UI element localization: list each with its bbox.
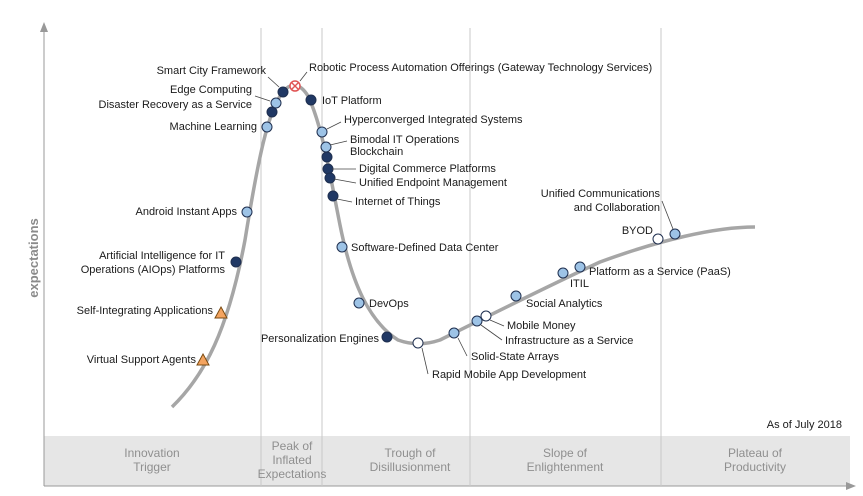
label-devops: DevOps bbox=[369, 298, 409, 310]
leader-line bbox=[457, 337, 468, 357]
label-iot-platform: IoT Platform bbox=[322, 95, 382, 107]
marker-edge-computing bbox=[270, 97, 282, 109]
marker-infrastructure-as-a-service bbox=[471, 315, 483, 327]
y-axis-arrow bbox=[40, 22, 48, 32]
label-byod: BYOD bbox=[622, 225, 653, 237]
marker-software-defined-data-center bbox=[336, 241, 348, 253]
leader-line bbox=[480, 324, 503, 341]
label-android-instant-apps: Android Instant Apps bbox=[135, 206, 237, 218]
phase-label: Innovation Trigger bbox=[124, 446, 179, 474]
marker-devops bbox=[353, 297, 365, 309]
label-platform-as-a-service-paas: Platform as a Service (PaaS) bbox=[589, 266, 731, 278]
marker-artificial-intelligence-for-it-operations-aiops-platforms bbox=[230, 256, 242, 268]
marker-blockchain bbox=[321, 151, 333, 163]
label-edge-computing: Edge Computing bbox=[170, 84, 252, 96]
label-robotic-process-automation-offerings-gateway-technology-services: Robotic Process Automation Offerings (Ga… bbox=[309, 62, 652, 74]
label-mobile-money: Mobile Money bbox=[507, 320, 576, 332]
label-unified-communications-and-collaboration: Unified Communications and Collaboration bbox=[541, 188, 661, 214]
leader-line bbox=[254, 95, 271, 102]
label-machine-learning: Machine Learning bbox=[170, 121, 257, 133]
x-axis-arrow bbox=[846, 482, 856, 490]
marker-digital-commerce-platforms bbox=[322, 163, 334, 175]
phase-label: Peak of Inflated Expectations bbox=[258, 439, 327, 481]
marker-unified-endpoint-management bbox=[324, 172, 336, 184]
label-personalization-engines: Personalization Engines bbox=[261, 333, 380, 345]
label-self-integrating-applications: Self-Integrating Applications bbox=[77, 305, 214, 317]
label-solid-state-arrays: Solid-State Arrays bbox=[471, 351, 560, 363]
marker-solid-state-arrays bbox=[448, 327, 460, 339]
marker-bimodal-it-operations bbox=[320, 141, 332, 153]
label-smart-city-framework: Smart City Framework bbox=[157, 65, 267, 77]
marker-social-analytics bbox=[510, 290, 522, 302]
leader-line bbox=[661, 200, 674, 230]
label-itil: ITIL bbox=[570, 278, 589, 290]
leader-line bbox=[489, 319, 505, 327]
phase-label: Slope of Enlightenment bbox=[527, 446, 604, 474]
marker-itil bbox=[557, 267, 569, 279]
phase-label: Trough of Disillusionment bbox=[370, 446, 451, 474]
phase-label: Plateau of Productivity bbox=[724, 446, 786, 474]
marker-self-integrating-applications bbox=[214, 305, 228, 319]
label-software-defined-data-center: Software-Defined Data Center bbox=[351, 242, 499, 254]
marker-byod bbox=[652, 233, 664, 245]
label-social-analytics: Social Analytics bbox=[526, 298, 603, 310]
leader-line bbox=[329, 140, 348, 146]
label-unified-endpoint-management: Unified Endpoint Management bbox=[359, 177, 507, 189]
label-digital-commerce-platforms: Digital Commerce Platforms bbox=[359, 163, 496, 175]
label-rapid-mobile-app-development: Rapid Mobile App Development bbox=[432, 369, 586, 381]
label-blockchain: Blockchain bbox=[350, 146, 403, 158]
label-internet-of-things: Internet of Things bbox=[355, 196, 441, 208]
leader-line bbox=[326, 121, 342, 130]
leader-line bbox=[299, 71, 308, 82]
marker-machine-learning bbox=[261, 121, 273, 133]
marker-robotic-process-automation-offerings-gateway-technology-services bbox=[289, 80, 301, 92]
marker-rapid-mobile-app-development bbox=[412, 337, 424, 349]
as-of-label: As of July 2018 bbox=[767, 419, 842, 431]
label-artificial-intelligence-for-it-operations-aiops-platforms: Artificial Intelligence for IT Operations… bbox=[81, 250, 226, 276]
leader-line bbox=[333, 178, 357, 184]
marker-personalization-engines bbox=[381, 331, 393, 343]
marker-disaster-recovery-as-a-service bbox=[266, 106, 278, 118]
label-infrastructure-as-a-service: Infrastructure as a Service bbox=[505, 335, 633, 347]
leader-line bbox=[336, 198, 353, 203]
y-axis-label: expectations bbox=[26, 218, 41, 297]
marker-hyperconverged-integrated-systems bbox=[316, 126, 328, 138]
marker-platform-as-a-service-paas bbox=[574, 261, 586, 273]
marker-android-instant-apps bbox=[241, 206, 253, 218]
phase-band bbox=[44, 436, 850, 486]
label-hyperconverged-integrated-systems: Hyperconverged Integrated Systems bbox=[344, 114, 523, 126]
label-disaster-recovery-as-a-service: Disaster Recovery as a Service bbox=[99, 99, 252, 111]
label-bimodal-it-operations: Bimodal IT Operations bbox=[350, 134, 460, 146]
label-virtual-support-agents: Virtual Support Agents bbox=[87, 354, 197, 366]
marker-mobile-money bbox=[480, 310, 492, 322]
marker-smart-city-framework bbox=[277, 86, 289, 98]
marker-unified-communications-and-collaboration bbox=[669, 228, 681, 240]
leader-line bbox=[267, 76, 280, 88]
marker-virtual-support-agents bbox=[196, 352, 210, 366]
leader-line bbox=[421, 347, 429, 375]
marker-iot-platform bbox=[305, 94, 317, 106]
marker-internet-of-things bbox=[327, 190, 339, 202]
